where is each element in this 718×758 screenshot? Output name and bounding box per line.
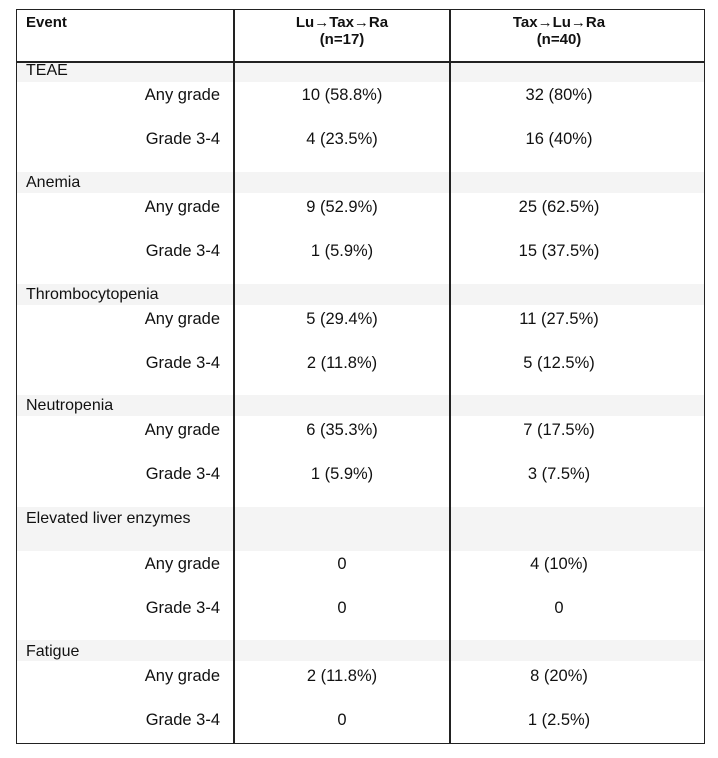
header-event: Event [26,14,67,31]
subrow-label: Grade 3-4 [145,130,220,148]
category-label: Elevated liver enzymes [26,510,191,527]
cell-value: 2 (11.8%) [306,667,378,685]
cell-value: 5 (29.4%) [306,310,378,328]
column-divider [233,10,235,743]
cell-value: 1 (5.9%) [310,465,374,483]
row-band [17,395,704,416]
header-col1-n: (n=17) [319,31,365,48]
cell-value: 9 (52.9%) [306,198,378,216]
row-band [17,172,704,193]
row-band [17,640,704,661]
cell-value: 32 (80%) [525,86,593,104]
cell-value: 8 (20%) [530,667,588,685]
header-col2-title: Tax→Lu→Ra [512,14,606,31]
cell-value: 0 [337,555,347,573]
subrow-label: Any grade [144,555,220,573]
column-divider [449,10,451,743]
cell-value: 1 (5.9%) [310,242,374,260]
subrow-label: Any grade [144,198,220,216]
subrow-label: Any grade [144,421,220,439]
subrow-label: Grade 3-4 [145,599,220,617]
row-band [17,284,704,305]
subrow-label: Grade 3-4 [145,242,220,260]
cell-value: 4 (23.5%) [306,130,378,148]
subrow-label: Grade 3-4 [145,711,220,729]
row-band [17,507,704,551]
category-label: Neutropenia [26,397,114,414]
category-label: Anemia [26,174,81,191]
header-col2-n: (n=40) [536,31,582,48]
header-col1-title: Lu→Tax→Ra [295,14,389,31]
cell-value: 0 [554,599,564,617]
cell-value: 10 (58.8%) [301,86,383,104]
adverse-events-table: Event Lu→Tax→Ra (n=17) Tax→Lu→Ra (n=40) … [16,9,705,744]
header-divider [17,61,704,63]
header-col-tax-lu-ra: Tax→Lu→Ra (n=40) [451,14,667,48]
cell-value: 6 (35.3%) [306,421,378,439]
cell-value: 1 (2.5%) [527,711,591,729]
cell-value: 2 (11.8%) [306,354,378,372]
category-label: TEAE [26,62,68,79]
cell-value: 3 (7.5%) [527,465,591,483]
cell-value: 4 (10%) [530,555,588,573]
subrow-label: Any grade [144,667,220,685]
subrow-label: Any grade [144,86,220,104]
cell-value: 15 (37.5%) [518,242,600,260]
subrow-label: Grade 3-4 [145,354,220,372]
row-band [17,61,704,82]
subrow-label: Any grade [144,310,220,328]
cell-value: 25 (62.5%) [518,198,600,216]
cell-value: 0 [337,711,347,729]
cell-value: 0 [337,599,347,617]
cell-value: 7 (17.5%) [523,421,595,439]
header-col-lu-tax-ra: Lu→Tax→Ra (n=17) [234,14,450,48]
cell-value: 5 (12.5%) [523,354,595,372]
cell-value: 11 (27.5%) [519,310,599,328]
category-label: Thrombocytopenia [26,286,159,303]
cell-value: 16 (40%) [525,130,593,148]
category-label: Fatigue [26,643,80,660]
subrow-label: Grade 3-4 [145,465,220,483]
